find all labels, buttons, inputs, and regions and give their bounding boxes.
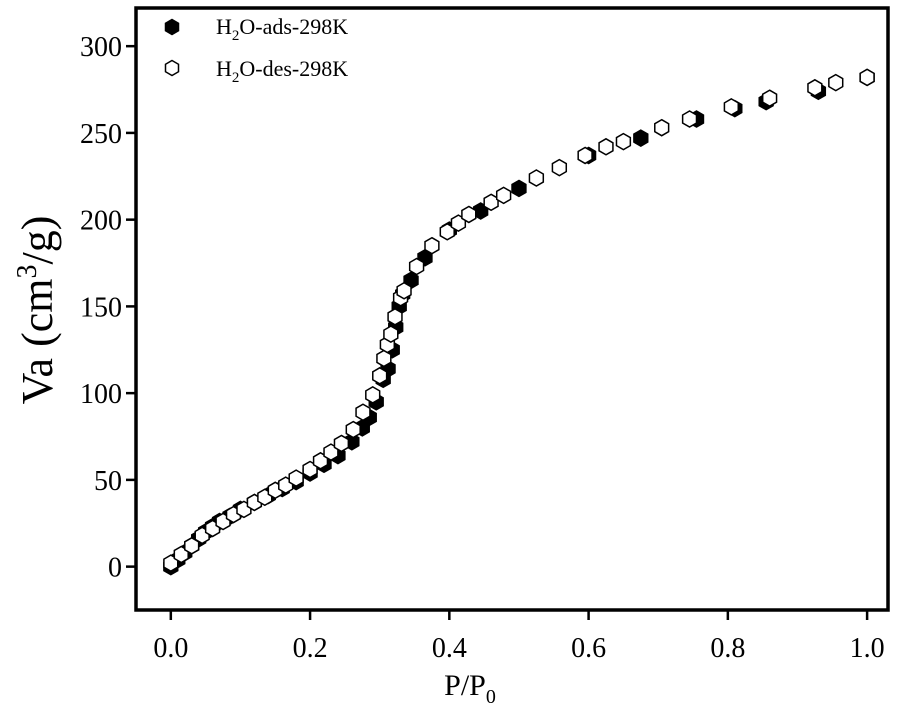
desorption-point	[387, 307, 403, 326]
desorption-point	[408, 257, 425, 276]
desorption-point	[859, 68, 875, 87]
desorption-point	[828, 73, 844, 92]
y-tick-label: 0	[108, 553, 122, 584]
y-tick-label: 150	[80, 292, 122, 323]
desorption-point	[396, 281, 412, 300]
desorption-point	[355, 403, 371, 422]
desorption-point	[483, 193, 499, 212]
desorption-point	[615, 132, 632, 151]
legend-label-desorption: H2O-des-298K	[216, 56, 348, 86]
legend-marker-adsorption	[164, 18, 180, 36]
x-axis-title-main: P/P	[444, 669, 486, 702]
series-desorption	[163, 68, 875, 573]
legend-marker-desorption	[164, 59, 180, 77]
desorption-point	[461, 205, 477, 224]
desorption-point	[681, 110, 698, 128]
desorption-point	[761, 89, 778, 108]
x-tick-label: 1.0	[850, 633, 885, 664]
legend: H2O-ads-298K H2O-des-298K	[164, 14, 348, 86]
x-axis: 0.0 0.2 0.4 0.6 0.8 1.0	[153, 610, 885, 664]
y-axis: 0 50 100 150 200 250 300	[80, 32, 136, 584]
y-axis-title: Va (cm3/g)	[12, 216, 62, 405]
legend-entry-desorption: H2O-des-298K	[164, 56, 348, 86]
adsorption-point	[633, 129, 649, 147]
desorption-point	[495, 186, 512, 205]
desorption-point	[383, 325, 399, 344]
y-axis-title-tail: /g)	[13, 216, 62, 265]
desorption-point	[424, 236, 440, 255]
desorption-point	[598, 137, 614, 156]
y-tick-label: 300	[80, 32, 122, 63]
desorption-point	[333, 434, 350, 453]
x-axis-title: P/P0	[444, 669, 496, 708]
desorption-point	[288, 469, 304, 488]
x-tick-label: 0.2	[293, 633, 328, 664]
x-axis-title-sub: 0	[486, 686, 496, 708]
y-tick-label: 50	[94, 466, 122, 497]
x-tick-label: 0.8	[710, 633, 745, 664]
desorption-point	[723, 98, 740, 116]
plot-frame	[134, 6, 890, 612]
desorption-point	[577, 146, 593, 165]
y-tick-label: 200	[80, 206, 122, 237]
legend-label-adsorption: H2O-ads-298K	[216, 14, 348, 44]
y-axis-title-sup: 3	[12, 265, 43, 279]
desorption-point	[528, 169, 545, 187]
desorption-point	[365, 386, 381, 404]
adsorption-point	[511, 179, 527, 198]
x-tick-label: 0.4	[432, 633, 467, 664]
y-tick-label: 250	[80, 119, 122, 150]
desorption-point	[376, 349, 392, 368]
desorption-point	[551, 158, 568, 177]
legend-entry-adsorption: H2O-ads-298K	[164, 14, 348, 44]
desorption-point	[372, 366, 388, 385]
y-tick-label: 100	[80, 379, 122, 410]
y-axis-title-main: Va (cm	[13, 279, 62, 405]
x-tick-label: 0.6	[571, 633, 606, 664]
desorption-point	[654, 118, 670, 137]
desorption-point	[807, 78, 823, 97]
desorption-point	[345, 420, 361, 439]
x-tick-label: 0.0	[153, 633, 188, 664]
